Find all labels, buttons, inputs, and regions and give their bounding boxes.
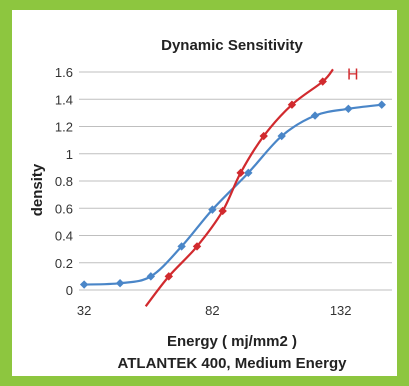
y-tick-label: 1.2 — [55, 120, 73, 135]
x-axis-tick-labels: 32 82 132 — [77, 303, 352, 318]
y-tick-label: 0.8 — [55, 174, 73, 189]
y-tick-label: 1.6 — [55, 65, 73, 80]
data-point-marker — [115, 278, 125, 288]
data-point-marker — [192, 242, 202, 251]
series-line — [144, 68, 334, 308]
data-point-marker — [318, 77, 327, 86]
chart-subtitle: ATLANTEK 400, Medium Energy — [118, 355, 348, 372]
y-tick-label: 1 — [66, 147, 73, 162]
data-point-marker — [377, 100, 386, 109]
series-label-h: H — [347, 66, 359, 83]
x-tick-label: 132 — [330, 303, 352, 318]
y-tick-label: 0 — [66, 283, 73, 298]
data-point-marker — [218, 206, 227, 216]
series-blue — [79, 100, 386, 289]
data-point-marker — [79, 280, 89, 289]
data-point-marker — [208, 205, 217, 214]
y-tick-label: 1.4 — [55, 92, 73, 107]
data-point-marker — [344, 104, 353, 113]
chart-panel: Dynamic Sensitivity 0 0.2 0.4 0.6 0.8 1 1.2 1.4… — [12, 10, 397, 376]
data-point-marker — [244, 168, 253, 178]
data-point-marker — [259, 131, 268, 141]
dynamic-sensitivity-chart: Dynamic Sensitivity 0 0.2 0.4 0.6 0.8 1 1.2 1.4… — [29, 37, 392, 372]
y-tick-label: 0.2 — [55, 256, 73, 271]
x-axis-label: Energy ( mj/mm2 ) — [167, 333, 297, 350]
series-line — [84, 103, 382, 286]
data-point-marker — [146, 272, 156, 281]
y-axis-tick-labels: 0 0.2 0.4 0.6 0.8 1 1.2 1.4 1.6 — [55, 65, 73, 298]
data-point-marker — [236, 168, 245, 178]
data-point-marker — [177, 242, 186, 251]
y-tick-label: 0.6 — [55, 201, 73, 216]
chart-title: Dynamic Sensitivity — [161, 37, 303, 54]
data-point-marker — [310, 111, 320, 120]
y-axis-label: density — [29, 163, 46, 216]
y-tick-label: 0.4 — [55, 229, 73, 244]
data-point-marker — [277, 131, 286, 141]
x-tick-label: 32 — [77, 303, 91, 318]
data-series: H — [79, 66, 386, 308]
data-point-marker — [287, 100, 297, 109]
data-point-marker — [164, 272, 173, 281]
series-h: H — [144, 66, 359, 308]
x-tick-label: 82 — [205, 303, 219, 318]
